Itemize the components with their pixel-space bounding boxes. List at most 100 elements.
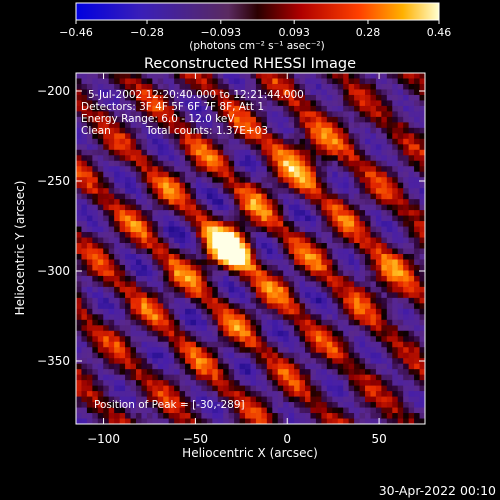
heatmap-cell [146,325,153,332]
heatmap-cell [195,204,203,211]
heatmap-cell [299,380,306,387]
heatmap-cell [283,94,290,102]
heatmap-cell [365,259,372,266]
heatmap-cell [179,100,186,107]
heatmap-cell [343,232,350,239]
heatmap-cell [375,292,382,299]
heatmap-cell [272,138,279,145]
heatmap-cell [86,188,93,195]
heatmap-cell [125,308,132,315]
heatmap-cell [419,275,425,282]
heatmap-cell [135,215,143,222]
heatmap-cell [255,215,262,222]
heatmap-cell [321,275,328,282]
heatmap-cell [359,105,366,112]
heatmap-cell [305,314,312,321]
heatmap-cell [299,226,306,233]
heatmap-cell [103,177,110,184]
heatmap-cell [141,160,148,167]
heatmap-cell [76,204,83,211]
heatmap-cell [152,221,159,228]
heatmap-cell [174,166,181,173]
heatmap-cell [299,138,306,145]
heatmap-cell [92,418,99,424]
heatmap-cell [272,94,279,102]
heatmap-cell [392,292,399,299]
annotation-clean: Clean [81,125,111,137]
heatmap-cell [397,193,404,200]
heatmap-cell [419,204,425,211]
heatmap-cell [201,177,208,184]
heatmap-cell [130,248,137,255]
heatmap-cell [108,275,115,282]
heatmap-cell [397,363,404,370]
heatmap-cell [277,105,284,112]
heatmap-cell [343,352,350,359]
heatmap-cell [392,73,399,80]
heatmap-cell [365,319,372,326]
heatmap-cell [168,330,175,337]
heatmap-cell [92,78,99,85]
heatmap-cell [305,199,312,206]
heatmap-cell [348,264,355,272]
heatmap-cell [135,116,143,123]
heatmap-cell [245,193,252,200]
heatmap-cell [81,385,88,392]
heatmap-cell [157,275,164,282]
heatmap-cell [195,232,203,239]
heatmap-cell [152,391,159,398]
heatmap-cell [86,122,93,129]
heatmap-cell [174,221,181,228]
heatmap-cell [326,292,333,299]
heatmap-cell [337,111,344,118]
heatmap-cell [381,385,388,392]
heatmap-cell [337,210,344,217]
heatmap-cell [266,122,273,129]
heatmap-cell [234,314,241,321]
heatmap-cell [234,133,241,140]
heatmap-cell [223,166,230,173]
heatmap-cell [114,385,121,392]
heatmap-cell [343,380,350,387]
heatmap-cell [146,89,153,96]
heatmap-cell [228,160,235,167]
heatmap-cell [157,396,164,403]
heatmap-cell [119,193,126,200]
heatmap-cell [261,347,268,354]
heatmap-cell [403,149,410,156]
heatmap-cell [277,391,284,398]
heatmap-cell [152,204,159,211]
heatmap-cell [223,210,230,217]
heatmap-cell [163,116,170,123]
heatmap-cell [245,94,252,102]
heatmap-cell [103,325,110,332]
heatmap-cell [103,105,110,112]
heatmap-cell [370,248,377,255]
heatmap-cell [370,100,377,107]
heatmap-cell [163,133,170,140]
heatmap-cell [185,325,192,332]
heatmap-cell [403,396,410,403]
heatmap-cell [261,380,268,387]
heatmap-cell [114,380,121,387]
heatmap-cell [125,369,132,376]
heatmap-cell [272,413,279,420]
heatmap-cell [163,171,170,178]
heatmap-cell [234,303,241,310]
heatmap-cell [239,116,246,123]
heatmap-cell [141,286,148,293]
heatmap-cell [245,253,252,261]
heatmap-cell [97,204,104,211]
heatmap-cell [408,341,415,348]
heatmap-cell [81,78,88,85]
heatmap-cell [299,330,306,337]
heatmap-cell [321,133,328,140]
heatmap-cell [108,177,115,184]
heatmap-cell [130,243,137,250]
heatmap-cell [348,297,355,304]
heatmap-cell [114,391,121,398]
heatmap-cell [288,292,295,299]
heatmap-cell [141,407,148,414]
heatmap-cell [315,363,322,370]
heatmap-cell [288,171,295,178]
